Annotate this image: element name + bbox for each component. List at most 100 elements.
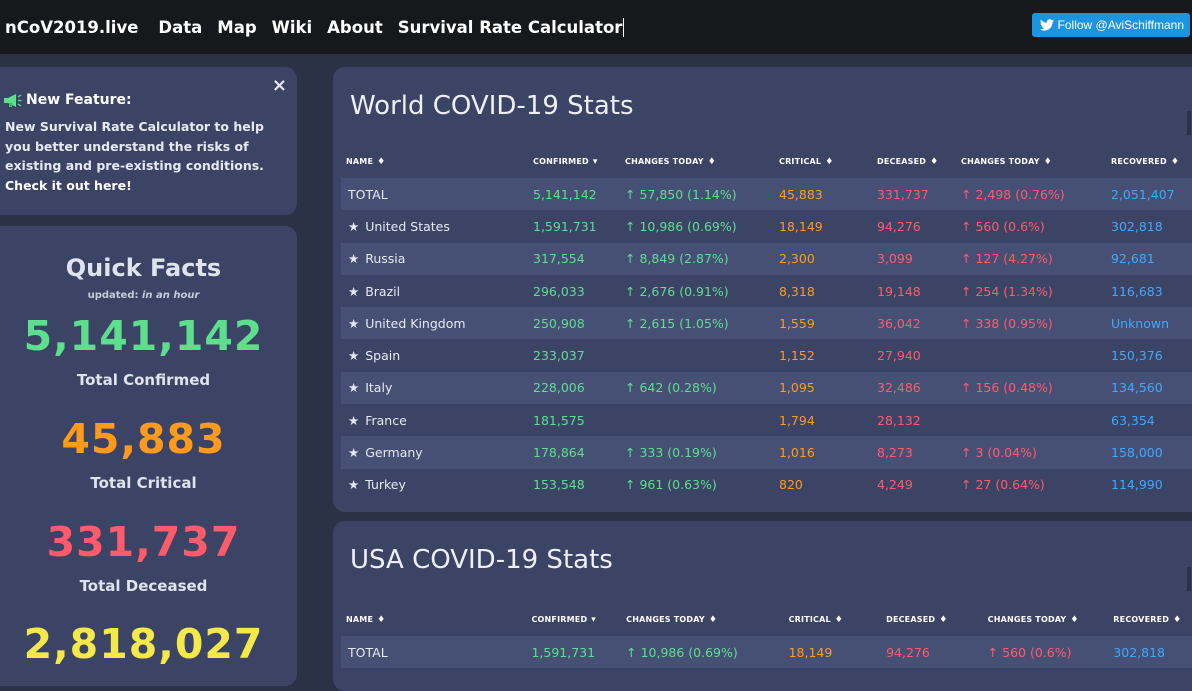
quick-facts-updated: updated: in an hour (0, 290, 297, 301)
star-icon[interactable]: ★ (348, 315, 360, 331)
total-confirmed-value: 5,141,142 (23, 312, 264, 360)
column-header-changes-today[interactable]: CHANGES TODAY ♦ (626, 604, 788, 636)
country-name-text: United States (365, 218, 450, 234)
column-header-deceased[interactable]: DECEASED ♦ (886, 604, 988, 636)
cell-deceased: 331,737 (877, 178, 961, 211)
star-icon[interactable]: ★ (348, 283, 360, 299)
column-header-name[interactable]: NAME ♦ (341, 146, 533, 178)
sort-icon: ♦ (708, 615, 718, 625)
cell-chg2: ↑ 254 (1.34%) (961, 274, 1111, 308)
table-row[interactable]: ★ Brazil 296,033 ↑ 2,676 (0.91%) 8,318 19,148… (341, 274, 1192, 308)
quick-facts-title: Quick Facts (65, 254, 222, 282)
sort-icon: ♦ (377, 615, 386, 625)
cell-confirmed: 181,575 (533, 404, 625, 437)
cell-deceased: 19,148 (877, 274, 961, 308)
nav-link-wiki[interactable]: Wiki (271, 17, 313, 37)
table-row[interactable]: ★ France 181,575 1,794 28,132 63,354 (341, 404, 1192, 437)
cell-confirmed: 5,141,142 (533, 178, 625, 211)
cell-chg1: ↑ 961 (0.63%) (625, 468, 779, 501)
star-icon[interactable]: ★ (348, 445, 360, 461)
cell-chg2: ↑ 560 (0.6%) (987, 636, 1114, 669)
column-header-recovered[interactable]: RECOVERED ♦ (1113, 604, 1192, 636)
table-row[interactable]: ★ United States 1,591,731 ↑ 10,986 (0.69%) 1… (341, 210, 1192, 243)
nav-link-data[interactable]: Data (158, 17, 203, 37)
nav-links: Data Map Wiki About Survival Rate Calcul… (158, 17, 639, 37)
cell-chg1: ↑ 10,986 (0.69%) (626, 636, 789, 669)
twitter-follow-button[interactable]: Follow @AviSchiffmann (1031, 13, 1190, 37)
table-row[interactable]: ★ United Kingdom 250,908 ↑ 2,615 (1.05%) 1,5… (341, 307, 1192, 340)
table-row[interactable]: ★ Spain 233,037 1,152 27,940 150,376 (341, 339, 1192, 372)
star-icon[interactable]: ★ (348, 348, 360, 364)
column-header-label: NAME (346, 615, 374, 624)
country-name-text: Italy (365, 380, 393, 396)
cell-chg2 (961, 404, 1111, 437)
column-header-changes-today[interactable]: CHANGES TODAY ♦ (625, 146, 779, 178)
cell-chg2: ↑ 156 (0.48%) (961, 371, 1111, 405)
cell-recovered: 92,681 (1111, 242, 1192, 275)
cell-critical: 1,794 (779, 404, 877, 437)
updated-label: updated: (87, 290, 139, 301)
cell-country-name: ★ France (341, 404, 533, 437)
cell-confirmed: 153,548 (533, 468, 625, 501)
column-header-deaths-changes-today[interactable]: CHANGES TODAY ♦ (988, 604, 1114, 636)
cell-deceased: 4,249 (877, 468, 961, 501)
table-row[interactable]: ★ Italy 228,006 ↑ 642 (0.28%) 1,095 32,486 ↑ 1… (341, 371, 1192, 405)
table-row[interactable]: ★ Turkey 153,548 ↑ 961 (0.63%) 820 4,249 ↑ 27 … (341, 468, 1192, 501)
cell-recovered: Unknown (1111, 307, 1192, 340)
sort-icon: ♦ (939, 615, 948, 625)
cell-country-name: ★ Germany (341, 436, 533, 469)
world-stats-table: NAME ♦ CONFIRMED ▾ CHANGES TODAY ♦ CRITICAL ♦ DE… (341, 146, 1192, 501)
cell-deceased: 3,099 (877, 242, 961, 275)
star-icon[interactable]: ★ (348, 477, 360, 493)
star-icon[interactable]: ★ (348, 412, 360, 428)
column-header-label: CONFIRMED (531, 615, 588, 624)
total-recovered-value: 2,818,027 (23, 620, 264, 668)
column-header-critical[interactable]: CRITICAL ♦ (789, 604, 887, 636)
cell-critical: 45,883 (779, 178, 877, 211)
nav-link-about[interactable]: About (327, 17, 383, 37)
star-icon[interactable]: ★ (348, 218, 360, 234)
close-icon[interactable]: × (271, 75, 287, 96)
column-header-confirmed[interactable]: CONFIRMED ▾ (533, 146, 625, 178)
star-icon[interactable]: ★ (348, 251, 360, 267)
column-header-confirmed[interactable]: CONFIRMED ▾ (531, 604, 626, 636)
cell-deceased: 28,132 (877, 404, 961, 437)
star-icon[interactable]: ★ (348, 380, 360, 396)
table-row[interactable]: TOTAL 1,591,731 ↑ 10,986 (0.69%) 18,149 94,2… (341, 636, 1192, 669)
table-row[interactable]: TOTAL 5,141,142 ↑ 57,850 (1.14%) 45,883 331,… (341, 178, 1192, 211)
cell-confirmed: 250,908 (533, 307, 625, 340)
cell-chg1 (625, 404, 779, 437)
cell-recovered: 2,051,407 (1111, 178, 1192, 211)
column-header-recovered[interactable]: RECOVERED ♦ (1111, 146, 1192, 178)
country-name-text: Brazil (365, 283, 401, 299)
cell-deceased: 94,276 (886, 636, 988, 669)
usa-stats-panel: USA COVID-19 Stats NAME ♦ CONFIRMED ▾ CHANGE… (333, 521, 1192, 691)
cell-recovered: 302,818 (1113, 636, 1192, 669)
column-header-label: RECOVERED (1113, 615, 1170, 624)
table-row[interactable]: ★ Russia 317,554 ↑ 8,849 (2.87%) 2,300 3,099 ↑… (341, 242, 1192, 275)
table-row[interactable]: ★ Germany 178,864 ↑ 333 (0.19%) 1,016 8,273 ↑ … (341, 436, 1192, 469)
nav-link-map[interactable]: Map (217, 17, 257, 37)
feature-title: New Feature: (4, 92, 132, 108)
column-header-label: CHANGES TODAY (987, 615, 1067, 624)
world-stats-panel: World COVID-19 Stats NAME ♦ CONFIRMED ▾ CHAN… (333, 67, 1192, 512)
column-header-critical[interactable]: CRITICAL ♦ (779, 146, 877, 178)
twitter-bird-icon (1039, 19, 1054, 31)
column-header-deceased[interactable]: DECEASED ♦ (877, 146, 961, 178)
cell-deceased: 32,486 (877, 371, 961, 405)
sort-icon: ▾ (591, 615, 597, 625)
cell-critical: 1,095 (779, 371, 877, 405)
cell-country-name: ★ Italy (341, 371, 533, 405)
cell-recovered: 302,818 (1111, 210, 1192, 243)
sort-icon: ♦ (377, 157, 386, 167)
column-header-deaths-changes-today[interactable]: CHANGES TODAY ♦ (961, 146, 1111, 178)
country-name-text: Germany (365, 445, 423, 461)
cell-critical: 18,149 (779, 210, 877, 243)
cell-critical: 820 (779, 468, 877, 501)
column-header-name[interactable]: NAME ♦ (341, 604, 531, 636)
brand-logo-link[interactable]: nCoV2019.live (5, 17, 139, 37)
feature-check-link[interactable]: Check it out here! (5, 177, 132, 193)
cell-chg2: ↑ 27 (0.64%) (961, 468, 1111, 501)
cell-chg1: ↑ 8,849 (2.87%) (625, 242, 779, 275)
nav-link-survival-rate-calculator[interactable]: Survival Rate Calculator (397, 17, 625, 37)
